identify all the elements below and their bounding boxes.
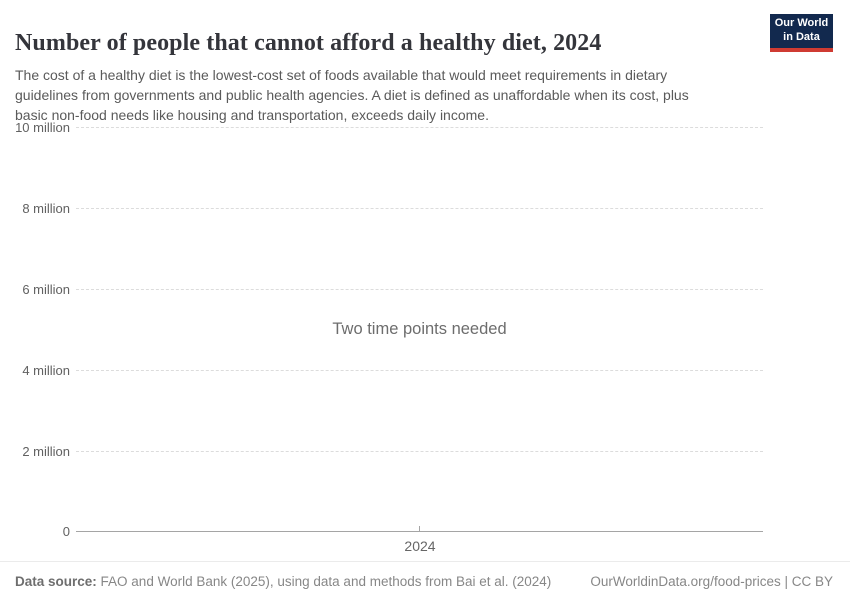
gridline bbox=[76, 207, 763, 209]
gridline-row: 6 million bbox=[0, 280, 763, 298]
y-axis-tick-label: 8 million bbox=[22, 200, 70, 216]
gridline-row: 4 million bbox=[0, 361, 763, 379]
chart-empty-state-message: Two time points needed bbox=[332, 320, 507, 338]
data-source-text: FAO and World Bank (2025), using data an… bbox=[100, 574, 552, 589]
chart-subtitle: The cost of a healthy diet is the lowest… bbox=[15, 67, 689, 123]
gridline bbox=[76, 288, 763, 290]
attribution-link[interactable]: OurWorldinData.org/food-prices | CC BY bbox=[590, 574, 833, 589]
x-axis-tick-label: 2024 bbox=[404, 538, 436, 554]
y-axis-tick-label: 4 million bbox=[22, 362, 70, 378]
x-axis-row: 0 bbox=[0, 522, 763, 540]
data-source-label: Data source: bbox=[15, 574, 97, 589]
chart-title: Number of people that cannot afford a he… bbox=[15, 30, 602, 57]
chart-footer: Data source: FAO and World Bank (2025), … bbox=[0, 561, 850, 600]
y-axis-tick-label: 10 million bbox=[15, 119, 70, 135]
x-axis-line bbox=[76, 530, 763, 532]
gridline bbox=[76, 450, 763, 452]
our-world-in-data-logo[interactable]: Our World in Data bbox=[770, 14, 833, 52]
y-axis-tick-label: 2 million bbox=[22, 443, 70, 459]
gridline-row: 2 million bbox=[0, 442, 763, 460]
gridline-row: 10 million bbox=[0, 118, 763, 136]
y-axis-tick-label: 0 bbox=[62, 523, 70, 539]
x-axis-tick-mark bbox=[419, 526, 420, 531]
gridline-row: 8 million bbox=[0, 199, 763, 217]
data-source-note: Data source: FAO and World Bank (2025), … bbox=[15, 574, 551, 589]
y-axis-tick-label: 6 million bbox=[22, 281, 70, 297]
gridline bbox=[76, 369, 763, 371]
gridline bbox=[76, 126, 763, 128]
logo-text: Our World in Data bbox=[774, 17, 829, 43]
